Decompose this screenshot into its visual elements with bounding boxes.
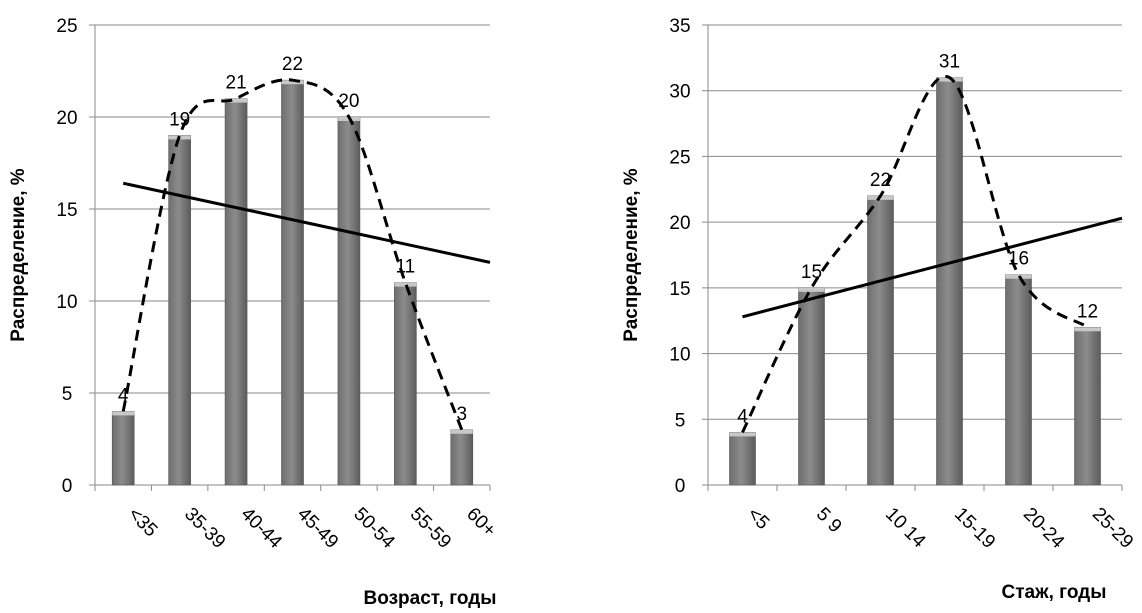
bar (224, 98, 248, 486)
y-tick-label: 30 (669, 82, 690, 103)
x-tick-label: 20-24 (1019, 504, 1069, 554)
y-tick-label: 15 (669, 279, 690, 300)
bar (936, 77, 963, 486)
bar-top-highlight (936, 77, 963, 82)
dashed-curve (121, 78, 464, 431)
data-label: 3 (456, 404, 467, 425)
bar (394, 282, 417, 486)
trend-line (122, 181, 491, 264)
x-axis-title: Возраст, годы (364, 588, 497, 609)
y-tick-label: 35 (669, 16, 690, 37)
bar (1074, 326, 1101, 486)
y-tick-label: 25 (56, 16, 77, 37)
y-tick-label: 20 (56, 108, 77, 129)
x-tick-label: <35 (124, 504, 162, 542)
y-tick-label: 5 (675, 410, 686, 431)
x-tick-label: 60+ (462, 504, 500, 542)
experience-distribution-chart: 0 5 10 15 20 25 30 35 4 15 22 31 16 12 <5 5 9 10 14 15-19… (621, 16, 1137, 603)
x-tick-label: 55-59 (406, 504, 455, 553)
bar-top-highlight (729, 432, 756, 437)
data-label: 15 (801, 262, 822, 283)
bar-top-highlight (225, 98, 248, 103)
y-tick-label: 5 (62, 384, 73, 405)
data-label: 12 (1077, 301, 1098, 322)
y-tick-label: 0 (675, 476, 686, 497)
bar-top-highlight (394, 282, 417, 287)
y-tick-label: 20 (669, 213, 690, 234)
x-tick-label: 5 9 (812, 504, 846, 538)
bar (111, 411, 135, 486)
data-label: 4 (118, 385, 129, 406)
y-tick-label: 0 (62, 476, 73, 497)
bar (168, 135, 191, 486)
x-tick-label: 10 14 (881, 504, 930, 553)
y-tick-label: 25 (669, 147, 690, 168)
bar-top-highlight (1074, 327, 1101, 332)
x-tick-label: 25-29 (1088, 504, 1137, 553)
bar (867, 195, 894, 486)
bar-top-highlight (798, 287, 825, 292)
data-label: 4 (737, 406, 748, 427)
bar-top-highlight (281, 80, 304, 85)
bar (1005, 274, 1032, 486)
x-tick-label: 15-19 (950, 504, 999, 553)
x-tick-label: 50-54 (349, 504, 399, 554)
bar (798, 287, 825, 486)
dashed-curve (741, 74, 1089, 434)
x-tick-label: 40-44 (237, 504, 287, 554)
bar (337, 116, 361, 486)
bar (729, 432, 756, 486)
data-label: 19 (169, 109, 190, 130)
y-axis-title: Распределение, % (8, 168, 29, 341)
x-axis-title: Стаж, годы (1002, 582, 1107, 603)
x-tick-label: 35-39 (180, 504, 229, 553)
bar-top-highlight (112, 411, 135, 416)
data-label: 20 (338, 91, 359, 112)
bar-top-highlight (450, 429, 473, 434)
data-label: 22 (282, 54, 303, 75)
bar (281, 79, 304, 486)
y-axis-title: Распределение, % (621, 168, 642, 341)
data-label: 21 (226, 73, 247, 94)
x-tick-label: 45-49 (293, 504, 342, 553)
y-tick-label: 15 (56, 200, 77, 221)
data-label: 31 (939, 52, 960, 73)
y-tick-label: 10 (669, 345, 690, 366)
data-label: 16 (1008, 249, 1029, 270)
y-tick-label: 10 (56, 292, 77, 313)
x-tick-label: <5 (743, 504, 773, 534)
data-label: 22 (870, 170, 891, 191)
bar (450, 429, 474, 486)
trend-line (742, 216, 1123, 319)
